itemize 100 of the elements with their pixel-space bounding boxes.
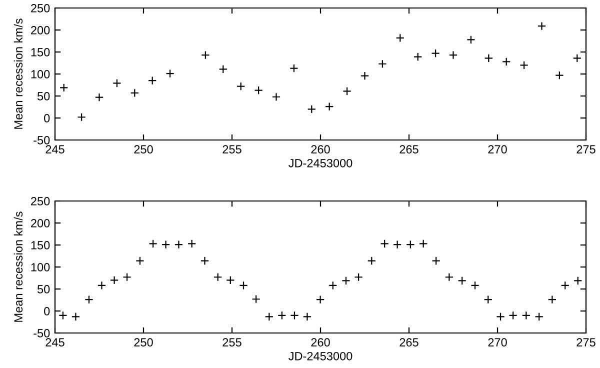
point: [548, 295, 557, 304]
x-tick-label: 255: [222, 338, 242, 347]
y-tick-label: 150: [31, 241, 50, 250]
y-axis-title: Mean recession km/s: [14, 212, 23, 322]
x-tick-label: 265: [400, 338, 418, 347]
point: [396, 34, 405, 42]
x-tick-label: 250: [134, 145, 153, 154]
point: [239, 281, 248, 290]
point: [136, 256, 144, 266]
x-tick-label: 245: [46, 338, 64, 347]
y-tick-label: 0: [44, 307, 50, 316]
x-tick-label: 275: [576, 145, 596, 154]
y-tick-label: -50: [34, 136, 50, 144]
point: [458, 276, 466, 285]
point: [534, 312, 544, 322]
y-tick-label: -50: [34, 329, 50, 338]
point: [213, 272, 222, 282]
point: [470, 281, 480, 290]
point: [574, 276, 582, 285]
point: [342, 86, 352, 96]
point: [110, 276, 119, 285]
point: [187, 239, 196, 248]
y-tick-label: 0: [44, 114, 50, 122]
y-axis-title: Mean recession km/s: [14, 18, 23, 129]
x-tick-label: 270: [488, 338, 507, 347]
point: [84, 295, 94, 304]
point: [406, 240, 415, 249]
point: [148, 76, 157, 85]
x-tick-label: 265: [400, 145, 418, 154]
x-tick-label: 275: [576, 338, 596, 347]
point: [272, 92, 281, 102]
y-tick-label: 150: [31, 48, 50, 56]
point: [444, 272, 454, 282]
point: [174, 240, 184, 249]
point: [466, 35, 476, 44]
point: [278, 311, 286, 320]
point: [448, 50, 458, 60]
point: [360, 71, 370, 80]
point: [354, 272, 363, 282]
x-tick-label: 250: [134, 338, 153, 347]
point: [484, 54, 494, 63]
point: [496, 312, 505, 322]
point: [290, 311, 299, 320]
point: [413, 52, 422, 62]
point: [508, 311, 518, 320]
x-axis-title: JD-2453000: [288, 158, 352, 168]
x-tick-label: 260: [311, 338, 330, 347]
point: [290, 64, 298, 73]
point: [537, 22, 546, 30]
y-tick-label: 50: [37, 92, 50, 100]
y-tick-label: 250: [31, 4, 50, 12]
point: [502, 57, 511, 66]
point: [328, 281, 338, 290]
y-tick-label: 250: [31, 197, 50, 206]
point: [94, 92, 104, 102]
y-tick-label: 50: [37, 285, 50, 294]
point: [432, 256, 440, 266]
point: [520, 60, 528, 70]
point: [316, 295, 325, 304]
point: [254, 86, 263, 95]
point: [555, 70, 564, 80]
point: [264, 312, 274, 322]
y-tick-label: 200: [31, 219, 50, 228]
point: [148, 239, 158, 248]
point: [522, 311, 531, 320]
point: [380, 239, 389, 248]
point: [200, 256, 210, 266]
point: [201, 50, 210, 60]
point: [236, 82, 246, 91]
point: [392, 240, 402, 249]
x-tick-label: 245: [46, 145, 64, 154]
x-tick-label: 270: [488, 145, 507, 154]
x-axis-title: JD-2453000: [288, 352, 352, 360]
x-tick-label: 255: [222, 145, 242, 154]
point: [77, 112, 86, 122]
point: [122, 272, 132, 282]
point: [58, 311, 68, 320]
point: [161, 240, 170, 249]
point: [367, 256, 376, 266]
point: [484, 295, 492, 304]
point: [218, 64, 228, 74]
point: [252, 294, 260, 304]
point: [112, 78, 122, 88]
point: [572, 54, 582, 63]
point: [378, 60, 387, 68]
point: [97, 281, 106, 290]
point: [166, 69, 174, 78]
point: [71, 312, 80, 322]
y-tick-label: 100: [31, 263, 50, 272]
point: [560, 281, 570, 290]
point: [226, 276, 235, 285]
point: [302, 312, 312, 322]
point: [418, 239, 428, 248]
y-tick-label: 100: [31, 70, 50, 78]
point: [59, 83, 68, 92]
y-tick-label: 200: [31, 26, 50, 34]
point: [130, 88, 140, 98]
point: [342, 276, 350, 285]
point: [307, 104, 316, 114]
point: [324, 102, 334, 111]
